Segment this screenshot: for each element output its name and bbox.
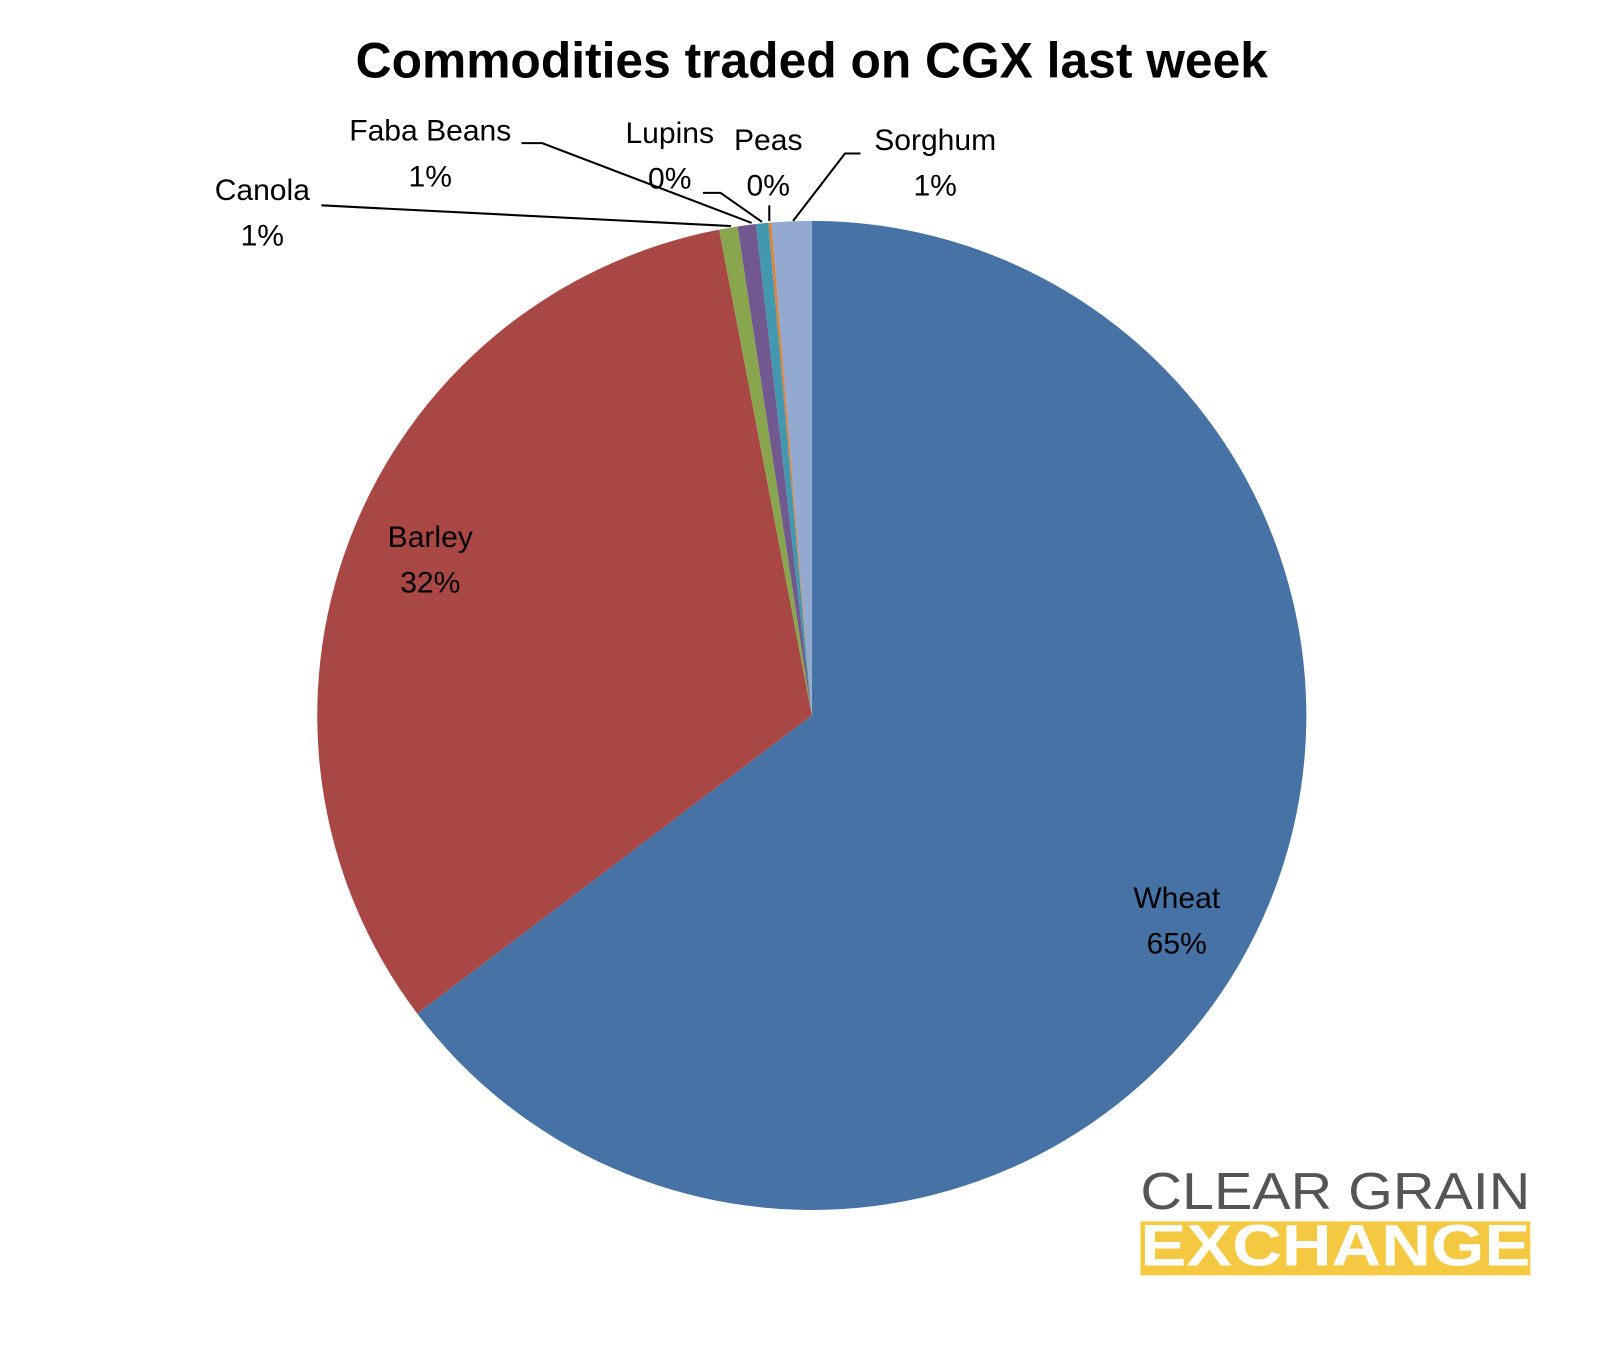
slice-value-label: 1%	[913, 170, 956, 203]
slice-value-label: 0%	[747, 170, 790, 203]
leader-line	[792, 152, 861, 222]
slice-value-label: 65%	[1147, 928, 1207, 961]
slice-label: Barley	[388, 521, 473, 554]
pie-slice	[755, 222, 812, 716]
logo-line2: EXCHANGE	[1140, 1214, 1530, 1279]
pie-slice	[719, 226, 812, 716]
slice-label: Lupins	[625, 117, 714, 150]
slice-value-label: 32%	[400, 567, 460, 600]
slice-value-label: 0%	[648, 162, 691, 195]
slice-label: Faba Beans	[349, 115, 511, 148]
pie-slice	[771, 220, 812, 716]
leader-lines	[321, 142, 861, 228]
pie-slice	[417, 220, 1307, 1210]
pie-slice	[768, 222, 812, 716]
slice-label: Canola	[215, 174, 311, 207]
logo-line1: CLEAR GRAIN	[1140, 1162, 1530, 1220]
leader-line	[321, 204, 731, 228]
logo-band	[1140, 1221, 1531, 1276]
chart-title: Commodities traded on CGX last week	[356, 32, 1269, 88]
pie-slice	[317, 229, 812, 1014]
pie-slice	[737, 224, 812, 716]
leader-line	[702, 191, 763, 223]
slice-value-label: 1%	[409, 160, 452, 193]
slice-label: Sorghum	[874, 124, 996, 157]
slice-label: Wheat	[1133, 882, 1220, 915]
leader-line	[521, 142, 753, 224]
pie	[317, 220, 1307, 1210]
slice-value-label: 1%	[241, 219, 284, 252]
slice-label: Peas	[734, 124, 803, 157]
